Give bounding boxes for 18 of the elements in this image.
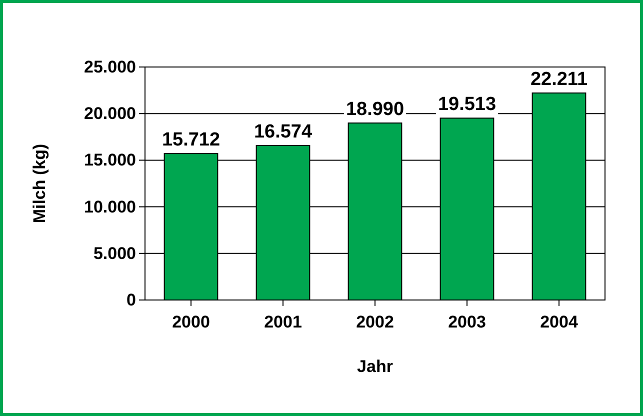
y-axis-title: Milch (kg) — [30, 144, 49, 224]
data-label: 18.990 — [346, 99, 404, 120]
x-axis-title: Jahr — [357, 357, 394, 376]
data-label: 15.712 — [162, 130, 220, 151]
x-tick-label: 2003 — [448, 312, 486, 332]
y-tick-label: 20.000 — [84, 104, 136, 124]
y-tick-label: 25.000 — [84, 57, 136, 76]
data-label: 16.574 — [254, 122, 312, 143]
y-tick-label: 5.000 — [93, 244, 136, 263]
y-tick-label: 15.000 — [84, 150, 136, 170]
data-label: 19.513 — [438, 94, 496, 116]
y-tick-label: 0 — [126, 290, 136, 310]
data-label: 22.211 — [530, 68, 588, 90]
x-tick-label: 2004 — [540, 312, 578, 332]
x-tick-label: 2000 — [172, 312, 210, 332]
x-tick-label: 2001 — [264, 312, 302, 332]
x-tick-label: 2002 — [356, 312, 394, 332]
y-tick-label: 10.000 — [84, 197, 136, 216]
